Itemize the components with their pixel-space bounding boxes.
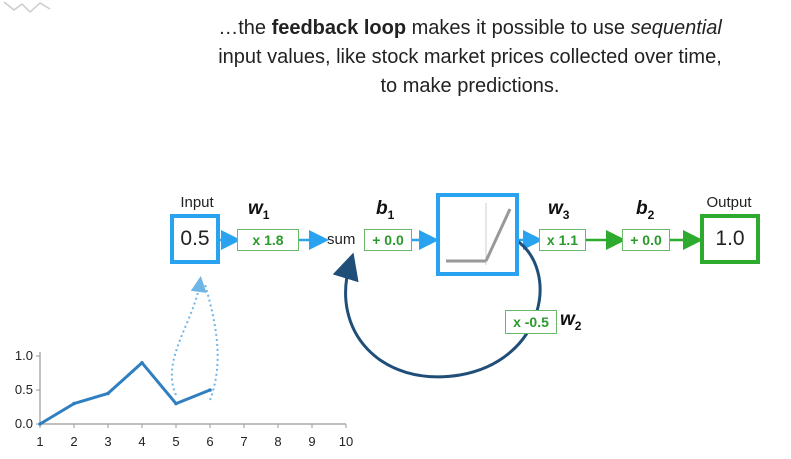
- relu-icon: [446, 203, 512, 265]
- stock-price-chart: 1 2 3 4 5 6 7 8 9 10 0.0 0.5 1.0: [15, 348, 353, 449]
- data-point: [72, 401, 76, 406]
- b1-tag: + 0.0: [364, 229, 412, 251]
- x-tick-label: 9: [308, 434, 315, 449]
- w3-tag: x 1.1: [539, 229, 586, 251]
- x-tick-label: 3: [104, 434, 111, 449]
- b2-label: b2: [636, 198, 655, 222]
- caption-part2: makes it possible to use: [406, 17, 631, 39]
- y-tick-label: 0.5: [15, 382, 33, 397]
- feedback-loop-arrow: [332, 238, 542, 379]
- x-tick-label: 10: [339, 434, 353, 449]
- price-series-line: [39, 361, 211, 426]
- w1-label: w1: [248, 198, 270, 222]
- output-node: 1.0: [700, 214, 760, 264]
- caption-part3: input values, like stock market prices c…: [218, 46, 722, 97]
- w1-tag: x 1.8: [237, 229, 299, 251]
- w3-label: w3: [548, 198, 570, 222]
- sum-label: sum: [327, 231, 356, 248]
- caption-part1: …the: [218, 17, 272, 39]
- chart-marks: [38, 361, 212, 426]
- input-node: 0.5: [170, 214, 220, 264]
- data-point: [38, 422, 42, 426]
- b1-label: b1: [376, 198, 395, 222]
- x-tick-label: 6: [206, 434, 213, 449]
- y-tick-label: 0.0: [15, 416, 33, 431]
- input-dotted-arrow: [170, 276, 207, 396]
- chart-ticks: 1 2 3 4 5 6 7 8 9 10 0.0 0.5 1.0: [15, 348, 353, 449]
- output-label: Output: [706, 194, 752, 211]
- input-value: 0.5: [180, 227, 210, 250]
- x-tick-label: 8: [274, 434, 281, 449]
- x-tick-label: 7: [240, 434, 247, 449]
- input-label: Input: [180, 194, 214, 211]
- data-point: [140, 361, 144, 365]
- caption-bold: feedback loop: [271, 17, 407, 39]
- x-tick-label: 4: [138, 434, 145, 449]
- input-dotted-arrow-2: [204, 283, 219, 401]
- chart-axes: [39, 352, 346, 425]
- output-value: 1.0: [715, 227, 745, 250]
- caption-italic: sequential: [630, 17, 722, 39]
- x-tick-label: 2: [70, 434, 77, 449]
- activation-node: [436, 193, 519, 276]
- y-tick-label: 1.0: [15, 348, 33, 363]
- data-point: [174, 401, 178, 406]
- caption: …the feedback loop makes it possible to …: [210, 14, 730, 101]
- data-point: [106, 391, 110, 396]
- w2-label: w2: [560, 309, 582, 333]
- data-point: [208, 388, 212, 392]
- x-tick-label: 5: [172, 434, 179, 449]
- x-tick-label: 1: [36, 434, 43, 449]
- w2-tag: x -0.5: [505, 310, 557, 334]
- corner-decoration-icon: [3, 1, 51, 14]
- b2-tag: + 0.0: [622, 229, 670, 251]
